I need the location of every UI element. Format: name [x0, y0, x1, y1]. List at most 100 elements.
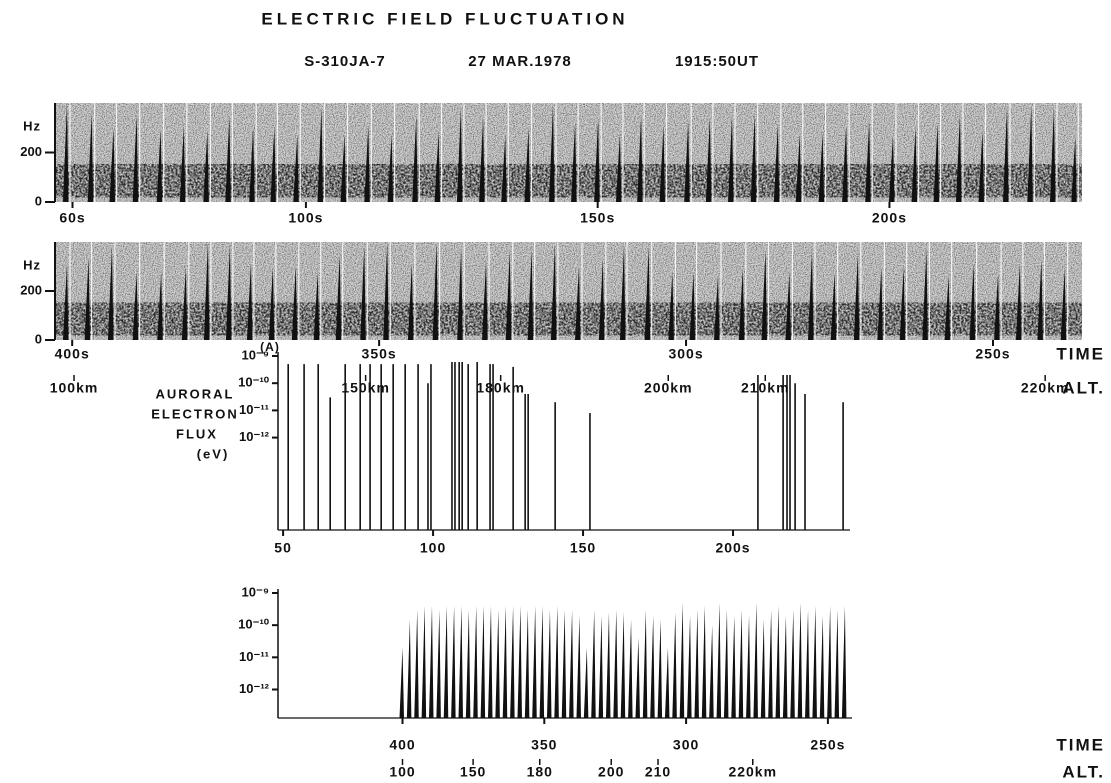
x-tick-label: 100 [420, 540, 446, 556]
spectrogram-spike [738, 268, 745, 340]
spectrogram-spike [132, 272, 139, 340]
spectrogram-spike [1049, 108, 1056, 202]
spike [510, 605, 515, 718]
spike [709, 625, 714, 718]
spike [694, 609, 699, 718]
spike [650, 615, 655, 718]
alt-tick-label: 100km [50, 380, 99, 396]
spectrogram-spike [87, 113, 94, 202]
spike [701, 605, 707, 718]
spectrogram-spike [714, 276, 720, 340]
x-tick-label: 200s [872, 210, 907, 226]
spectrogram-spike [619, 245, 626, 340]
x-tick-label: 100s [288, 210, 323, 226]
spectrogram-spike [225, 115, 231, 202]
spectrogram-spike [773, 124, 780, 202]
x-tick-label: 200s [715, 540, 750, 556]
spike [524, 609, 530, 718]
spike [546, 609, 552, 718]
spectrogram-spike [432, 242, 439, 340]
spectrogram-spike [84, 257, 91, 340]
spike [576, 615, 581, 718]
spectrogram-spike [335, 254, 342, 340]
spike [841, 605, 847, 718]
spike [399, 647, 404, 718]
alt-tick-label: 180 [527, 764, 553, 780]
spectrogram-spike [1027, 105, 1033, 202]
spike [642, 609, 648, 718]
spike [495, 609, 500, 718]
spectrogram-spike [644, 246, 651, 340]
spike [775, 605, 781, 718]
y-axis-label: AURORAL [156, 386, 235, 401]
spike [768, 609, 773, 718]
alt-tick-label: 100 [389, 764, 415, 780]
spectrogram-spike [728, 115, 734, 202]
spectrogram-spike [615, 134, 622, 202]
spectrogram-spike [434, 132, 441, 202]
spectrogram-spike [268, 267, 275, 340]
spike [598, 615, 604, 718]
spectrogram-spike [407, 263, 414, 340]
spike [591, 609, 596, 718]
spike [738, 609, 744, 718]
spectrogram-spike [888, 135, 895, 202]
spectrogram-spike [313, 272, 320, 340]
y-tick-label: 200 [20, 144, 42, 159]
alt-tick-label: 150 [460, 764, 486, 780]
spectrogram-spike [750, 114, 757, 202]
spectrogram-low-band [55, 302, 1082, 336]
spectrogram-spike [922, 248, 928, 340]
spectrogram-spike [598, 259, 605, 340]
spike [465, 609, 471, 718]
alt-axis-label: ALT. [1062, 762, 1105, 781]
alt-tick-label: 180km [476, 380, 525, 396]
spectrogram-spike [668, 272, 674, 340]
spike [753, 602, 758, 718]
spectrogram-spike [842, 124, 848, 202]
spike [805, 609, 810, 718]
y-axis-label: FLUX [176, 426, 218, 441]
spectrogram-spike [132, 114, 139, 202]
spectrogram-spike [270, 126, 276, 202]
title: ELECTRIC FIELD FLUCTUATION [261, 9, 628, 28]
spectrogram-spike [978, 130, 985, 202]
spectrogram-spike [808, 250, 814, 340]
spectrogram-spike [360, 246, 366, 340]
spike [827, 605, 832, 718]
spectrogram-spike [550, 243, 557, 340]
spectrogram-spike [1037, 259, 1043, 340]
spike [583, 647, 589, 718]
spike [539, 605, 545, 718]
spike [716, 602, 722, 718]
spectrogram-spike [249, 127, 255, 202]
spike [502, 605, 508, 718]
spectrogram-spike [659, 126, 666, 202]
spectrogram-spike [684, 120, 690, 202]
spike [532, 605, 537, 718]
spike [672, 612, 677, 718]
y-tick-label: 10⁻¹¹ [239, 402, 269, 417]
spike [687, 615, 692, 718]
spectrogram-spike [575, 266, 581, 340]
alt-tick-label: 150km [341, 380, 390, 396]
alt-axis-label: ALT. [1062, 378, 1105, 397]
x-axis-label: TIME [1056, 344, 1105, 363]
spectrogram-spike [179, 126, 186, 202]
spike [760, 619, 766, 718]
spike [679, 602, 685, 718]
y-tick-label: 10⁻¹¹ [239, 649, 269, 664]
spike [819, 615, 825, 718]
spike [421, 605, 427, 718]
spectrogram-spike [761, 250, 768, 340]
spectrogram-spike [571, 122, 577, 202]
spectrogram-spike [387, 134, 394, 202]
spectrogram-spike [1015, 264, 1022, 340]
alt-tick-label: 220km [728, 764, 777, 780]
spike [657, 619, 663, 718]
spectrogram-spike [246, 263, 253, 340]
spectrogram-spike [340, 134, 347, 202]
spike [487, 605, 493, 718]
spike [605, 612, 611, 718]
y-tick-label: 10⁻¹⁰ [238, 617, 270, 632]
